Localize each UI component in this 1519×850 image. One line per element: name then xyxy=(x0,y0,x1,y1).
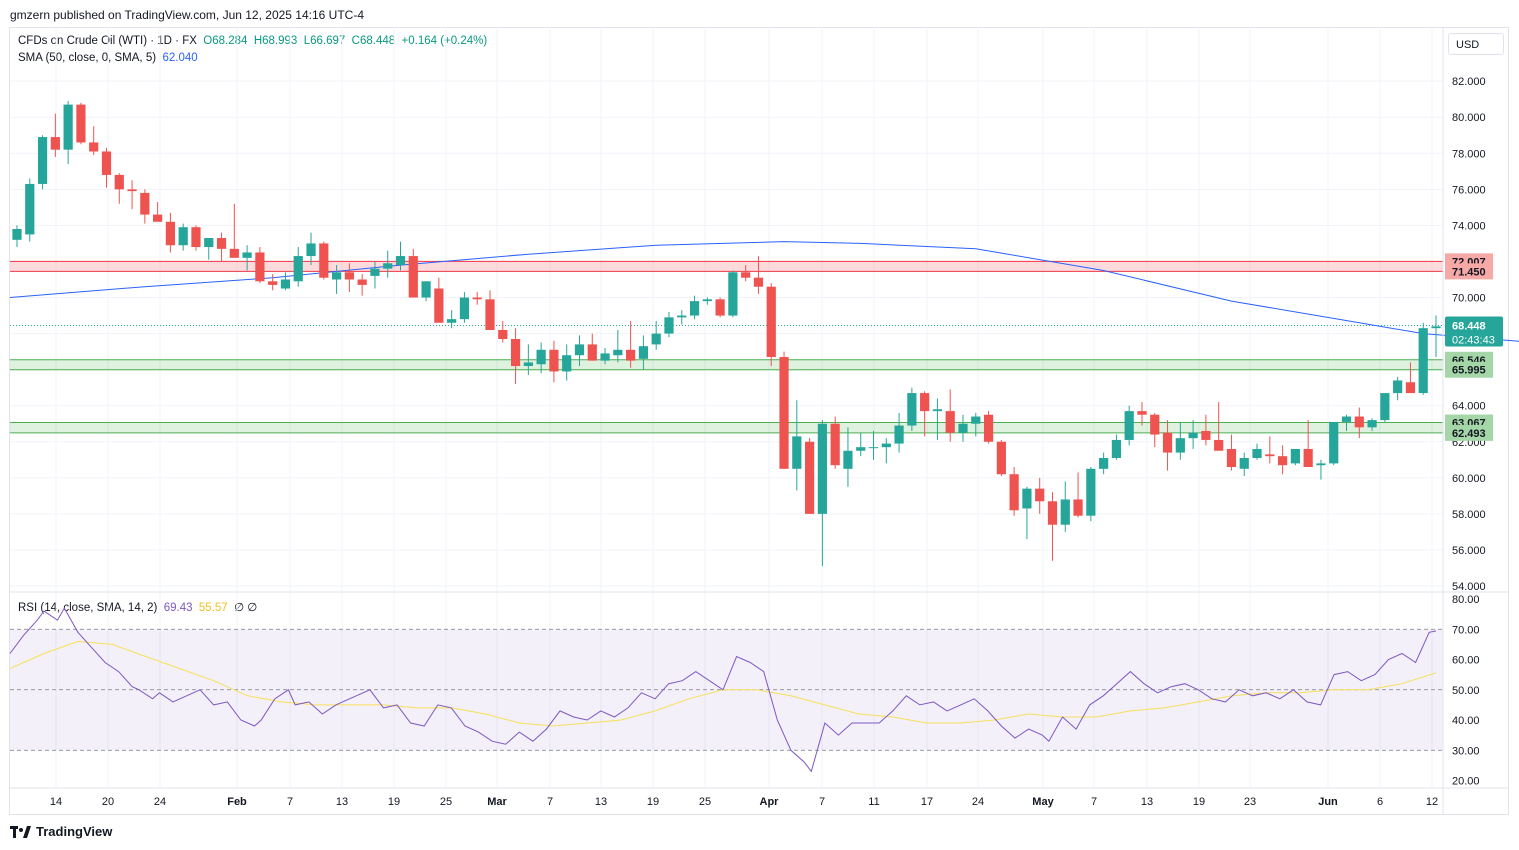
rsi-label[interactable]: RSI (14, close, SMA, 14, 2) xyxy=(18,602,158,614)
rsi-sma-value: 55.57 xyxy=(198,602,228,614)
chart-frame xyxy=(9,27,1509,815)
sma-label[interactable]: SMA (50, close, 0, SMA, 5) xyxy=(18,52,157,64)
close-value: C68.448 xyxy=(351,35,396,47)
change-value: +0.164 (+0.24%) xyxy=(401,35,488,47)
symbol-legend[interactable]: CFDs on Crude Oil (WTI) · 1D · FX O68.28… xyxy=(18,35,487,47)
rsi-value: 69.43 xyxy=(163,602,193,614)
published-header: gmzern published on TradingView.com, Jun… xyxy=(10,8,364,22)
tradingview-logo[interactable]: TradingView xyxy=(10,824,112,839)
sma-legend[interactable]: SMA (50, close, 0, SMA, 5) 62.040 xyxy=(18,52,198,64)
tradingview-brand: TradingView xyxy=(36,824,113,839)
rsi-extra: ∅ ∅ xyxy=(234,602,258,614)
high-value: H68.993 xyxy=(253,35,298,47)
sma-value: 62.040 xyxy=(162,52,198,64)
low-value: L66.697 xyxy=(303,35,346,47)
tradingview-logo-icon xyxy=(10,825,31,838)
currency-button[interactable]: USD xyxy=(1448,33,1504,55)
rsi-legend[interactable]: RSI (14, close, SMA, 14, 2) 69.43 55.57 … xyxy=(18,600,257,614)
open-value: O68.284 xyxy=(203,35,248,47)
symbol-name[interactable]: CFDs on Crude Oil (WTI) · 1D · FX xyxy=(18,35,197,47)
